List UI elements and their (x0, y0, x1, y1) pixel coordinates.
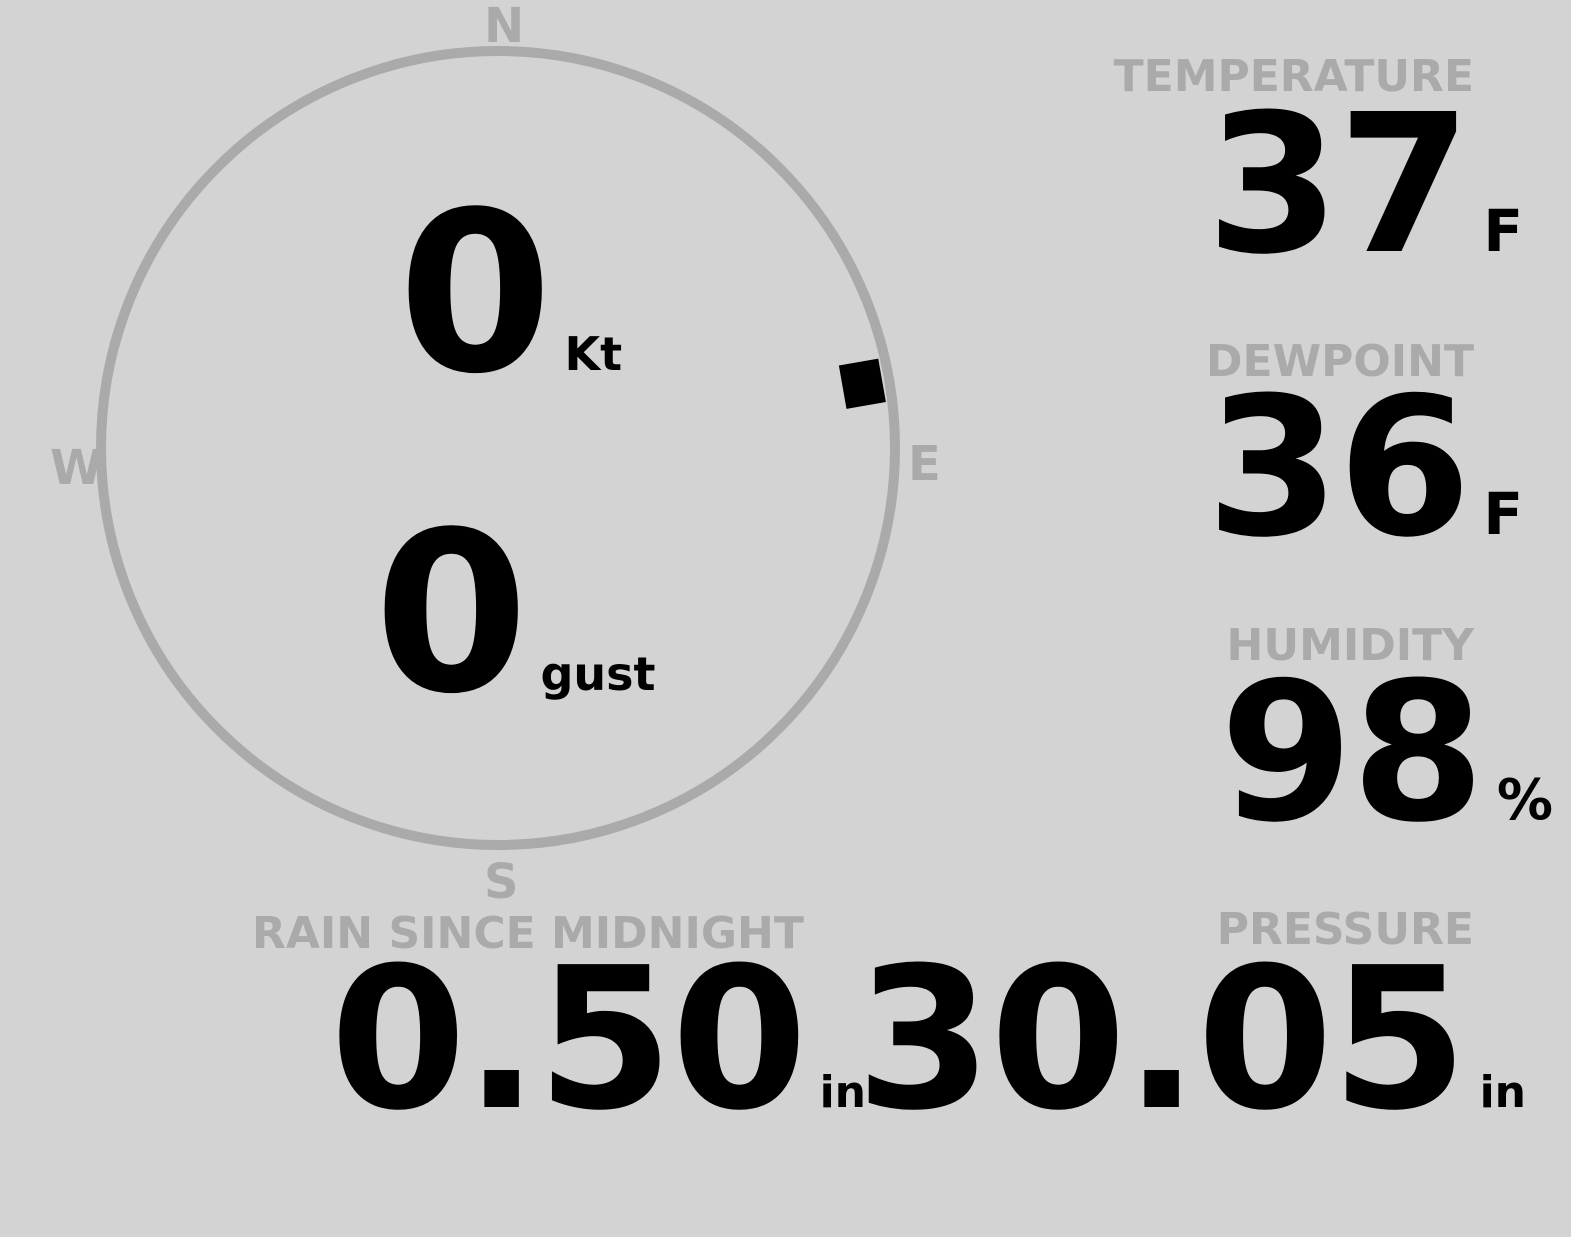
rain-value: 0.50 (330, 926, 808, 1154)
compass-ring (96, 46, 900, 850)
temperature: 37 F (1206, 74, 1523, 297)
pressure-label: PRESSURE (1216, 904, 1474, 955)
pressure: 30.05 in (855, 926, 1526, 1154)
humidity-value: 98 (1219, 642, 1485, 865)
compass-west-label: W (50, 440, 103, 496)
pressure-unit: in (1479, 1067, 1526, 1118)
temperature-label: TEMPERATURE (1113, 51, 1474, 102)
compass-east-label: E (908, 436, 941, 492)
dewpoint: 36 F (1206, 357, 1523, 580)
dewpoint-value: 36 (1206, 357, 1471, 580)
wind-speed-value: 0 (398, 165, 552, 423)
wind-gust-value: 0 (374, 485, 528, 743)
rain: 0.50 in (330, 926, 866, 1154)
wind-speed: 0 Kt (398, 165, 623, 423)
humidity: 98 % (1219, 642, 1553, 865)
wind-gust: 0 gust (374, 485, 656, 743)
dewpoint-unit: F (1483, 480, 1523, 548)
dewpoint-label: DEWPOINT (1206, 336, 1474, 387)
compass-south-label: S (484, 854, 519, 910)
humidity-unit: % (1496, 768, 1553, 833)
pressure-value: 30.05 (855, 926, 1468, 1154)
wind-gust-unit: gust (540, 647, 656, 701)
compass-dial (96, 46, 900, 850)
compass-north-label: N (484, 0, 525, 54)
wind-direction-marker (838, 358, 886, 409)
temperature-value: 37 (1206, 74, 1471, 297)
humidity-label: HUMIDITY (1226, 620, 1474, 671)
wind-speed-unit: Kt (564, 327, 623, 381)
rain-label: RAIN SINCE MIDNIGHT (252, 908, 804, 959)
temperature-unit: F (1483, 197, 1523, 265)
rain-unit: in (819, 1067, 866, 1118)
